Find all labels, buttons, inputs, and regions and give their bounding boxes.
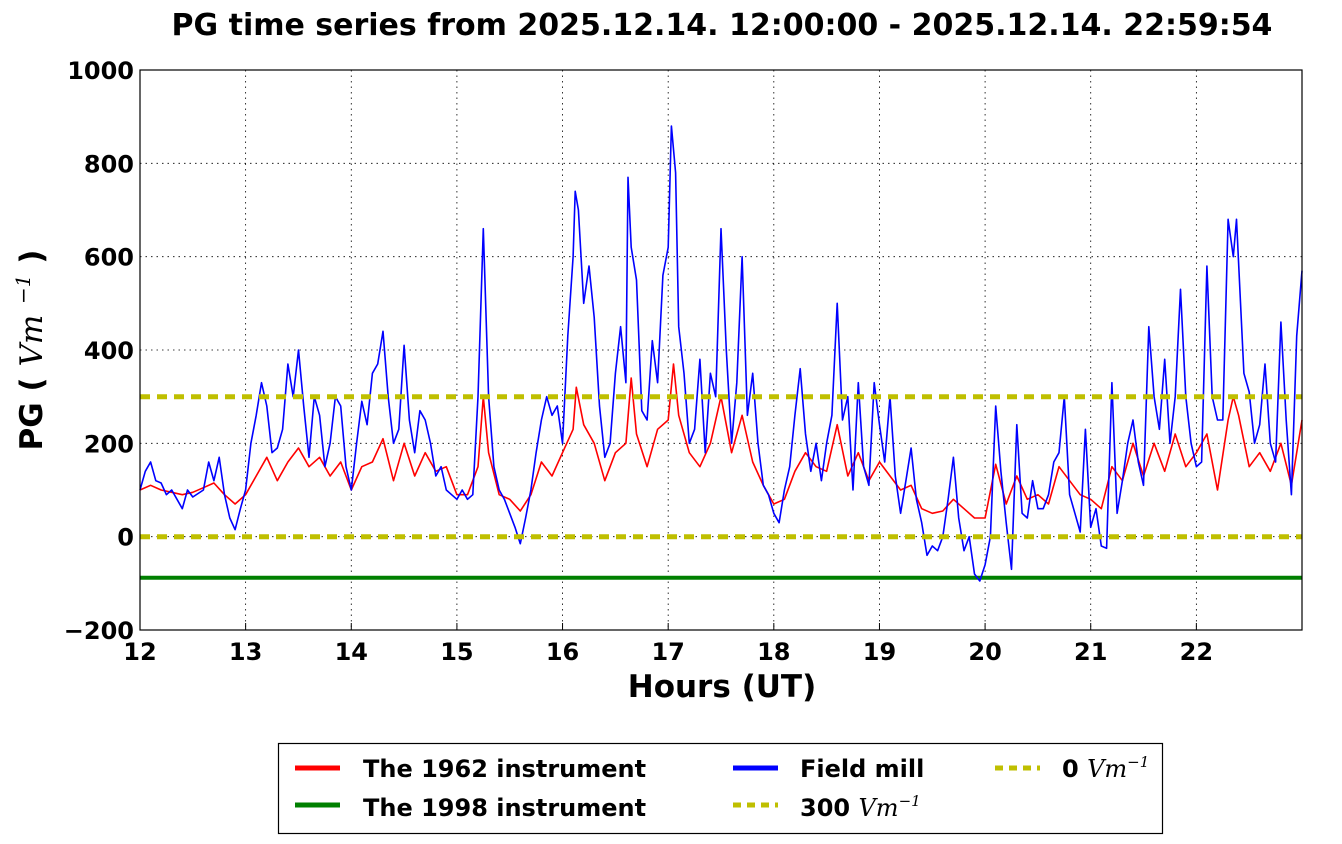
y-axis-label: PG ( Vm −1 ) — [2, 250, 50, 451]
x-tick-label: 12 — [123, 638, 156, 666]
chart-title: PG time series from 2025.12.14. 12:00:00… — [172, 8, 1273, 43]
legend: The 1962 instrument The 1998 instrument … — [277, 742, 1164, 835]
y-tick-label: 800 — [84, 150, 134, 178]
y-tick-label: −200 — [64, 617, 134, 645]
x-tick-label: 17 — [651, 638, 684, 666]
x-tick-label: 14 — [335, 638, 368, 666]
series-line-1962-instrument — [139, 363, 1303, 519]
x-tick-label: 18 — [757, 638, 790, 666]
x-tick-label: 13 — [229, 638, 262, 666]
legend-label-field-mill: Field mill — [800, 755, 924, 783]
legend-label-1998: The 1998 instrument — [363, 794, 646, 822]
y-axis-label-unit: Vm — [14, 315, 50, 367]
x-tick-label: 16 — [546, 638, 579, 666]
x-tick-label: 15 — [440, 638, 473, 666]
x-tick-label: 21 — [1074, 638, 1107, 666]
y-axis-label-close: ) — [14, 250, 50, 264]
x-tick-labels: 12 13 14 15 16 17 18 19 20 21 22 — [123, 638, 1213, 666]
x-tick-label: 20 — [968, 638, 1001, 666]
y-axis-label-exp: −1 — [11, 274, 35, 303]
svg-text:PG ( Vm −1 ): PG ( Vm −1 ) — [2, 250, 50, 451]
y-tick-label: 600 — [84, 244, 134, 272]
y-tick-label: 1000 — [67, 57, 134, 85]
legend-frame — [277, 742, 1164, 835]
grid — [139, 69, 1302, 631]
legend-label-0: 0 Vm−1 — [1062, 753, 1149, 783]
x-tick-label: 19 — [863, 638, 896, 666]
y-tick-label: 0 — [117, 524, 134, 552]
y-tick-label: 200 — [84, 430, 134, 458]
legend-label-1962: The 1962 instrument — [363, 755, 646, 783]
y-tick-labels: −200 0 200 400 600 800 1000 — [64, 57, 134, 645]
y-tick-label: 400 — [84, 337, 134, 365]
y-axis-label-text: PG ( — [14, 377, 50, 450]
series-line-field-mill — [139, 125, 1303, 582]
legend-label-300: 300 Vm−1 — [800, 792, 921, 822]
plot-area — [139, 125, 1303, 582]
x-axis-label: Hours (UT) — [628, 669, 817, 705]
axes-frame — [139, 69, 1303, 631]
x-tick-label: 22 — [1180, 638, 1213, 666]
